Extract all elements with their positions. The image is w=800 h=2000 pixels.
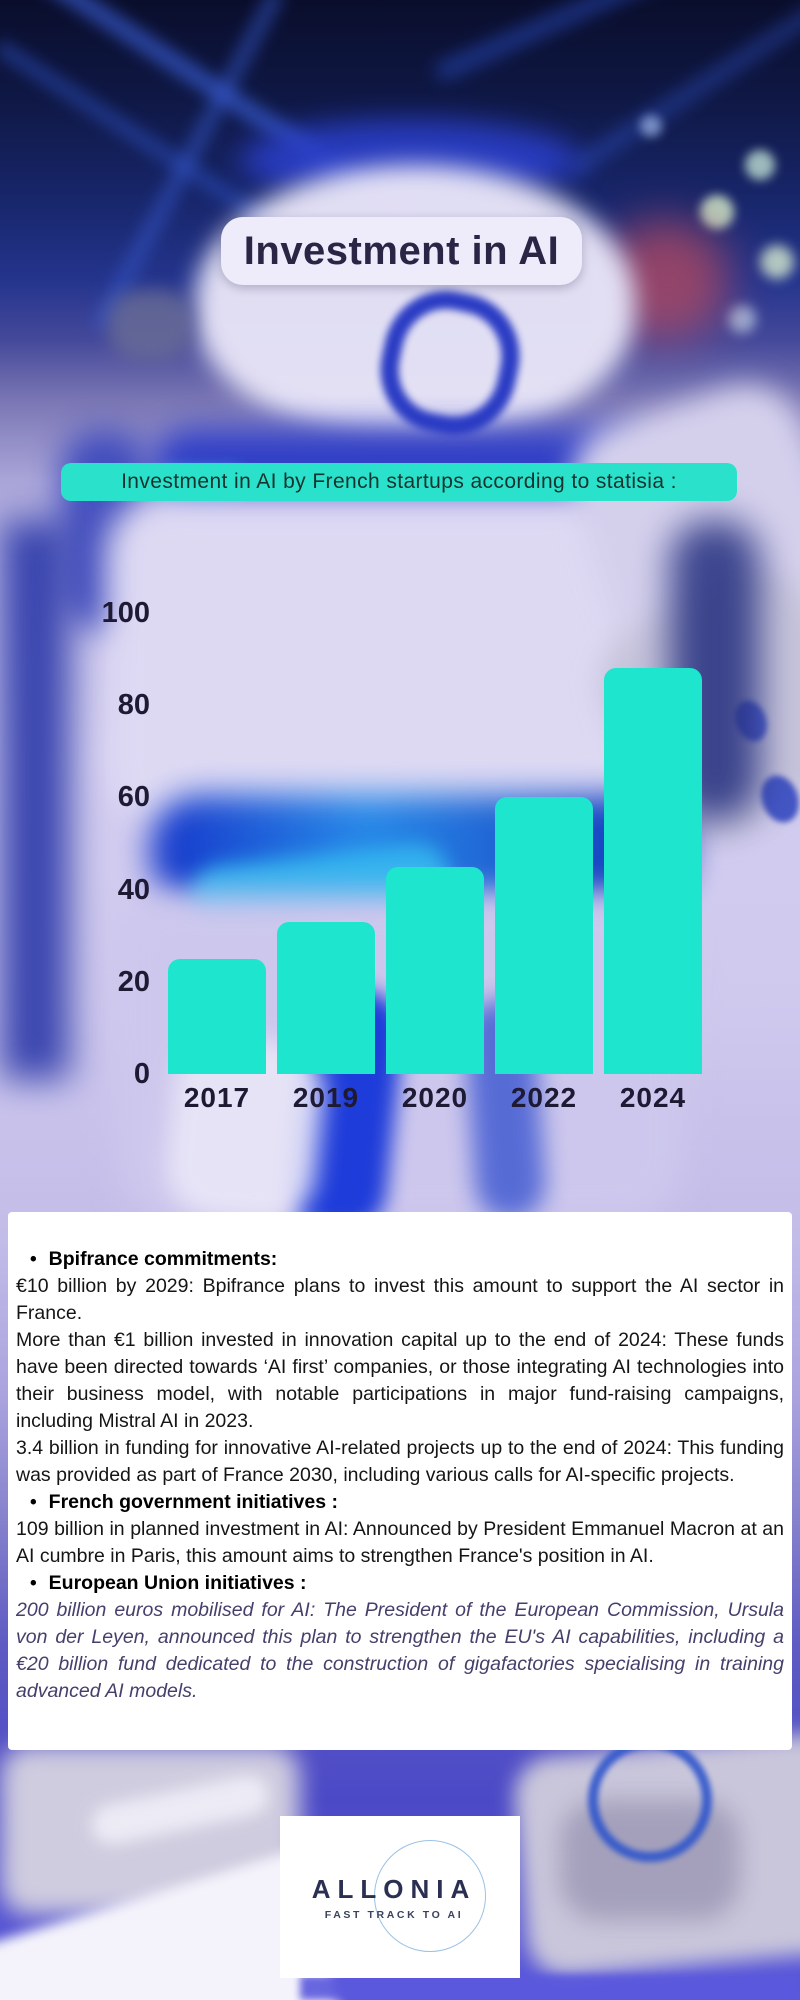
info-paragraph-3: 3.4 billion in funding for innovative AI…	[16, 1437, 784, 1486]
info-bullet-label: Bpifrance commitments:	[48, 1248, 278, 1270]
background-photo-shape	[300, 1975, 800, 2000]
info-bullet-heading-0: • Bpifrance commitments:	[16, 1246, 784, 1273]
background-photo-shape	[108, 290, 193, 360]
info-text-box: • Bpifrance commitments: €10 billion by 20…	[8, 1212, 792, 1750]
logo-name: ALLONIA	[311, 1874, 477, 1904]
title-box: Investment in AI	[221, 217, 582, 285]
y-axis-tick-20: 20	[117, 965, 150, 998]
logo-tagline: FAST TRACK TO AI	[324, 1909, 464, 1921]
bullet-icon: •	[30, 1492, 37, 1513]
y-axis-tick-40: 40	[117, 873, 150, 906]
y-axis-tick-0: 0	[133, 1058, 150, 1090]
bar-2024	[604, 668, 702, 1074]
background-photo-shape	[700, 195, 734, 229]
background-photo-shape	[745, 150, 775, 180]
background-photo-shape	[728, 305, 756, 333]
info-paragraph-5: 109 billion in planned investment in AI:…	[16, 1518, 784, 1567]
x-axis-label-2017: 2017	[183, 1082, 251, 1113]
y-axis-tick-100: 100	[101, 597, 150, 629]
logo-card: ALLONIA FAST TRACK TO AI	[280, 1816, 520, 1978]
bar-2020	[386, 867, 484, 1074]
bar-chart: 100 80 60 40 20 0 2017 2019 2020 2022 2024	[101, 597, 702, 1113]
background-photo-shape	[0, 520, 70, 1080]
bullet-icon: •	[30, 1573, 37, 1594]
info-paragraph-2: More than €1 billion invested in innovat…	[16, 1329, 784, 1432]
x-axis-label-2024: 2024	[619, 1082, 687, 1113]
x-axis-label-2020: 2020	[401, 1082, 469, 1113]
info-paragraph-1: €10 billion by 2029: Bpifrance plans to …	[16, 1275, 784, 1324]
bar-2022	[495, 797, 593, 1074]
info-bullet-heading-4: • French government initiatives :	[16, 1489, 784, 1516]
info-bullet-label: French government initiatives :	[48, 1491, 338, 1513]
info-bullet-heading-6: • European Union initiatives :	[16, 1570, 784, 1597]
background-photo-shape	[195, 165, 635, 435]
logo-circle-icon	[374, 1840, 486, 1952]
y-axis-tick-80: 80	[117, 689, 150, 722]
background-photo-shape	[588, 1738, 712, 1862]
background-photo-shape	[105, 495, 685, 825]
background-photo-shape	[760, 245, 794, 279]
chart-title-text: Investment in AI by French startups acco…	[121, 470, 677, 493]
page-title: Investment in AI	[243, 228, 560, 273]
x-axis-label-2022: 2022	[510, 1082, 578, 1113]
chart-title-banner: Investment in AI by French startups acco…	[61, 463, 737, 501]
background-photo-shape	[640, 115, 662, 137]
bullet-icon: •	[30, 1249, 37, 1270]
info-bullet-label: European Union initiatives :	[48, 1572, 307, 1594]
x-axis-label-2019: 2019	[292, 1082, 360, 1113]
info-paragraph-7: 200 billion euros mobilised for AI: The …	[16, 1599, 784, 1702]
bar-2017	[168, 959, 266, 1074]
y-axis-tick-60: 60	[117, 781, 150, 814]
bar-2019	[277, 922, 375, 1074]
